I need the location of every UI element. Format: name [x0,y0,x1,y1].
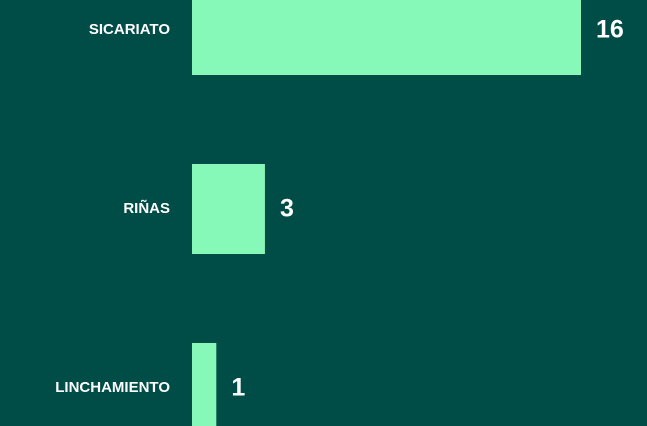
bar [192,343,217,426]
category-label: LINCHAMIENTO [55,379,170,396]
value-label: 1 [231,374,245,402]
bar [192,164,265,254]
category-label: SICARIATO [89,21,170,38]
value-label: 3 [280,195,294,223]
value-label: 16 [596,16,624,44]
bar [192,0,581,75]
category-label: RIÑAS [123,199,170,217]
